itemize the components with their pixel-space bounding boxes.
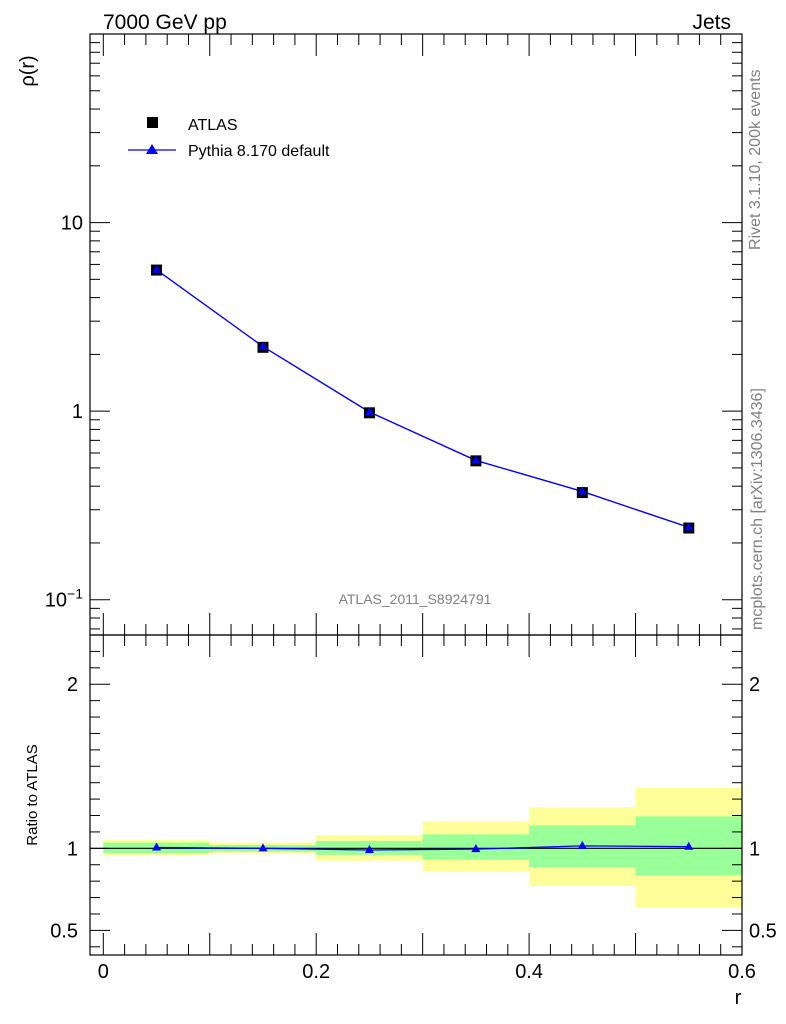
ratio-y-tick-label-right: 0.5 — [749, 920, 777, 942]
ratio-y-tick-label: 1 — [67, 838, 78, 860]
legend-atlas-marker — [147, 117, 158, 128]
ratio-pythia-point — [577, 840, 587, 849]
pythia-point — [577, 486, 587, 495]
ratio-frame — [89, 634, 743, 956]
main-panel: 10−1 1 10 ρ(r) ATLAS_2011_S8924791 ATLAS P… — [17, 33, 743, 636]
main-y-label: ρ(r) — [17, 55, 39, 86]
legend-atlas-label: ATLAS — [188, 117, 238, 134]
pythia-point — [364, 406, 374, 415]
legend: ATLAS Pythia 8.170 default — [128, 117, 330, 160]
main-y-tick-label: 10−1 — [45, 586, 83, 612]
header-left: 7000 GeV pp — [103, 11, 227, 34]
ratio-pythia-point — [258, 843, 268, 852]
rivet-label: Rivet 3.1.10, 200k events — [747, 69, 764, 250]
x-tick-label: 0.4 — [515, 961, 543, 983]
x-tick-label: 0 — [98, 961, 109, 983]
ratio-pythia-point — [684, 841, 694, 850]
x-tick-label: 0.6 — [728, 961, 756, 983]
ratio-marks — [90, 840, 742, 853]
main-y-tick-label: 10 — [61, 213, 83, 235]
ratio-y-label: Ratio to ATLAS — [24, 744, 41, 845]
pythia-line — [156, 269, 689, 529]
main-ticks: 10−1 1 10 — [45, 33, 743, 635]
legend-pythia-label: Pythia 8.170 default — [188, 143, 330, 160]
pythia-point — [258, 341, 268, 350]
ratio-ticks: 0.5 0.5 1 1 2 2 0 0.2 0.4 0.6 — [50, 635, 777, 983]
ratio-panel: 0.5 0.5 1 1 2 2 0 0.2 0.4 0.6 Ratio to ATLAS r — [24, 634, 777, 1009]
legend-pythia-marker — [146, 144, 158, 154]
pythia-point — [684, 522, 694, 531]
x-axis-label: r — [735, 987, 742, 1009]
ratio-y-tick-label-right: 2 — [749, 674, 760, 696]
ratio-pythia-point — [152, 842, 162, 851]
ratio-y-tick-label-right: 1 — [749, 838, 760, 860]
mcplots-label: mcplots.cern.ch [arXiv:1306.3436] — [749, 388, 766, 630]
ratio-y-tick-label: 2 — [67, 674, 78, 696]
x-tick-label: 0.2 — [302, 961, 330, 983]
header-right: Jets — [692, 11, 731, 34]
pythia-point — [471, 455, 481, 464]
watermark: ATLAS_2011_S8924791 — [339, 591, 492, 607]
main-y-tick-label: 1 — [72, 401, 83, 423]
ratio-pythia-line — [156, 845, 689, 851]
ratio-pythia-point — [471, 844, 481, 853]
ratio-pythia-point — [364, 844, 374, 853]
main-marks — [151, 264, 695, 534]
pythia-point — [152, 264, 162, 273]
ratio-y-tick-label: 0.5 — [50, 920, 78, 942]
